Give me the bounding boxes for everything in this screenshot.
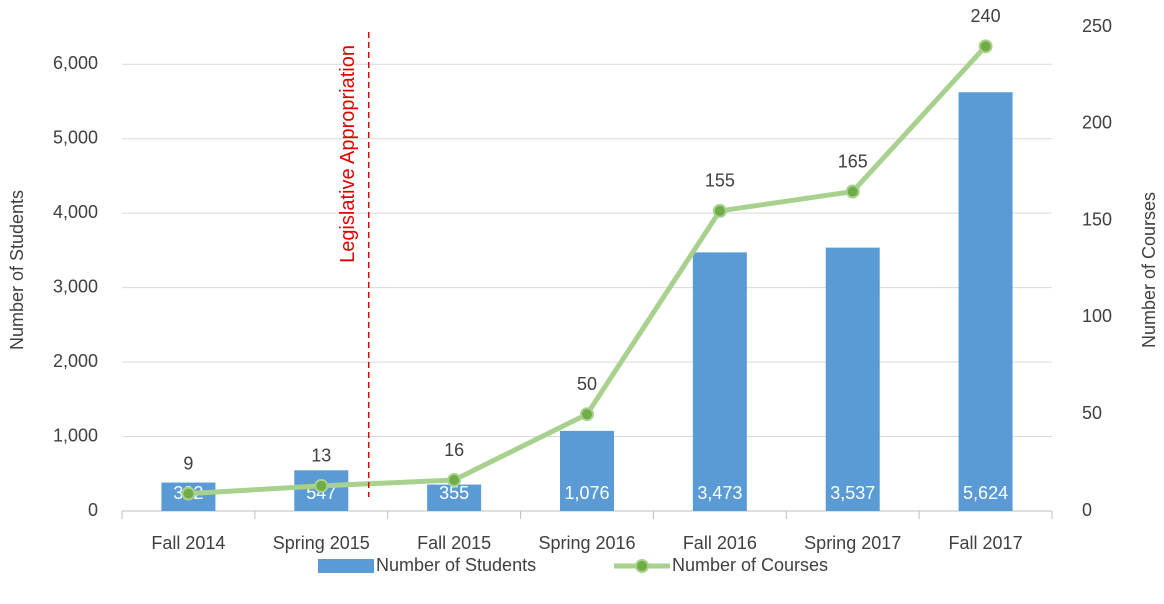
line-value-label: 9 (183, 453, 193, 473)
x-tick-label: Spring 2017 (804, 533, 901, 553)
bar-value-label: 5,624 (963, 483, 1008, 503)
line-marker (712, 203, 727, 218)
y-tick-label: 3,000 (53, 276, 98, 296)
y2-tick-label: 250 (1082, 16, 1112, 36)
bar (692, 252, 747, 511)
line-value-label: 165 (838, 151, 868, 171)
y2-tick-label: 50 (1082, 403, 1102, 423)
y-tick-label: 5,000 (53, 127, 98, 147)
bar (560, 430, 614, 511)
bar-value-label: 1,076 (564, 483, 609, 503)
line-marker (181, 486, 196, 501)
y-tick-label: 2,000 (53, 351, 98, 371)
x-tick-label: Fall 2014 (151, 533, 225, 553)
legend-label: Number of Courses (672, 555, 828, 575)
line-marker (314, 478, 329, 493)
bar-value-label: 355 (439, 483, 469, 503)
line-value-label: 16 (444, 440, 464, 460)
line-marker (978, 39, 993, 54)
line-marker (845, 184, 860, 199)
line-marker (580, 407, 594, 422)
line-value-label: 50 (577, 374, 597, 394)
bar-value-label: 3,473 (697, 483, 742, 503)
bar (427, 484, 482, 511)
bar (825, 247, 880, 512)
line-marker (447, 473, 462, 488)
y-axis-label: Number of Students (7, 190, 27, 350)
y-tick-label: 0 (88, 500, 98, 520)
x-tick-label: Spring 2016 (538, 533, 635, 553)
y2-tick-label: 0 (1082, 500, 1092, 520)
bar-value-label: 3,537 (830, 483, 875, 503)
y2-tick-label: 100 (1082, 306, 1112, 326)
legend-label: Number of Students (376, 555, 536, 575)
x-tick-label: Fall 2016 (683, 533, 757, 553)
line-value-label: 155 (705, 171, 735, 191)
line-value-label: 240 (971, 6, 1001, 26)
y-tick-label: 4,000 (53, 202, 98, 222)
x-tick-label: Spring 2015 (273, 533, 370, 553)
line-value-label: 13 (311, 446, 331, 466)
bar (958, 92, 1013, 512)
y-tick-label: 1,000 (53, 425, 98, 445)
legend-swatch (318, 559, 374, 573)
legend-marker (635, 559, 649, 573)
y2-axis-label: Number of Courses (1139, 192, 1159, 348)
y2-tick-label: 150 (1082, 209, 1112, 229)
annotation-text: Legislative Appropriation (337, 45, 359, 263)
x-tick-label: Fall 2015 (417, 533, 491, 553)
x-tick-label: Fall 2017 (949, 533, 1023, 553)
y2-tick-label: 200 (1082, 113, 1112, 133)
y-tick-label: 6,000 (53, 53, 98, 73)
